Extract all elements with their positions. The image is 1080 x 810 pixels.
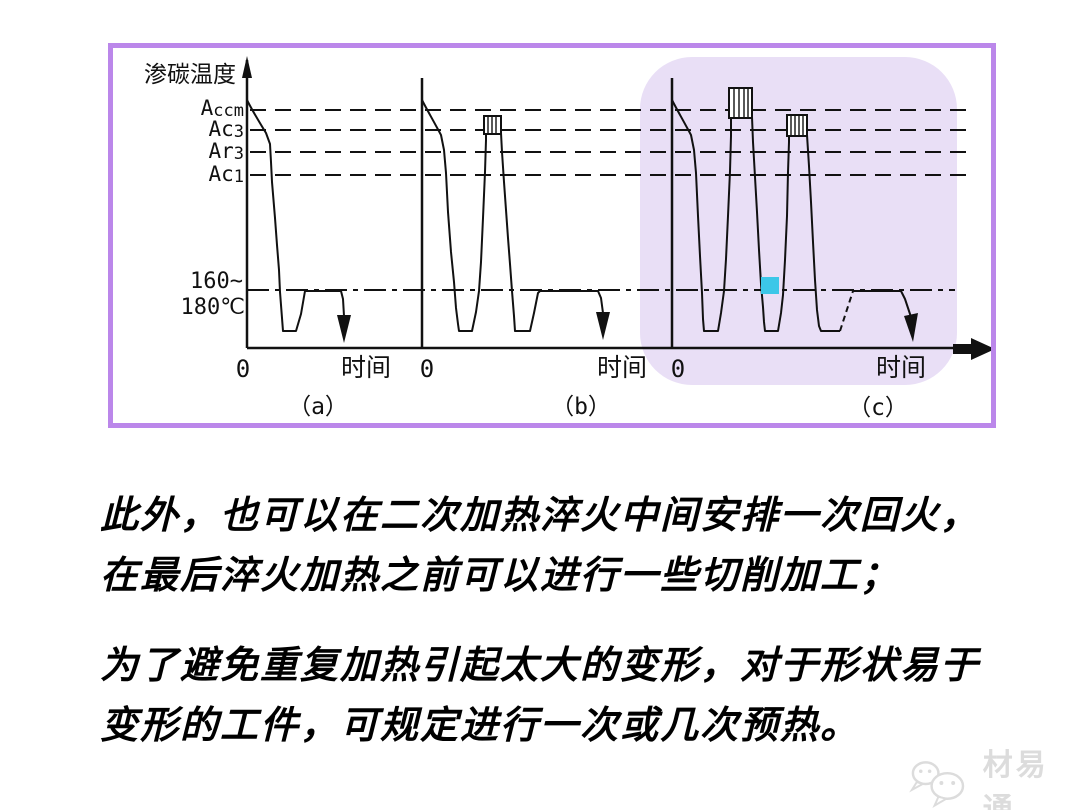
time-label-b: 时间 — [597, 353, 647, 382]
curve-c-tail-path — [853, 290, 912, 318]
paragraph-1-line-2: 在最后淬火加热之前可以进行一些切削加工； — [100, 555, 901, 597]
reheat-box-c2 — [786, 114, 808, 137]
curve-a-end-arrow-icon — [337, 315, 351, 343]
curve-panel-b — [421, 99, 610, 340]
watermark: 材易通 — [908, 740, 1080, 810]
temper-marker — [761, 277, 779, 294]
curve-c-left-path — [671, 99, 732, 332]
caption-a: （a） — [288, 394, 348, 420]
heat-treatment-diagram: 渗碳温度 Accm Ac3 Ar3 Ac1 160~ 180℃ 0 时间 （a）… — [144, 56, 991, 421]
origin-c: 0 — [671, 355, 685, 383]
curve-panel-c — [671, 87, 918, 342]
reheat-box-b — [483, 115, 502, 135]
y-axis-title: 渗碳温度 — [144, 62, 236, 88]
paragraph-1-line-1: 此外，也可以在二次加热淬火中间安排一次回火， — [100, 495, 981, 537]
curve-a-path — [246, 99, 345, 332]
ac1-label: Ac1 — [208, 162, 244, 187]
temp-axis-arrow-icon — [242, 56, 252, 78]
origin-a: 0 — [236, 355, 250, 383]
panel-c-highlight — [640, 57, 957, 385]
wechat-icon — [909, 761, 965, 808]
time-axis-arrow-icon — [953, 338, 991, 360]
paragraph-2: 为了避免重复加热引起太大的变形，对于形状易于 变形的工件，可规定进行一次或几次预… — [100, 636, 980, 756]
time-label-a: 时间 — [341, 353, 391, 382]
curve-c-dashed-rise-path — [839, 290, 854, 332]
caption-b: （b） — [551, 394, 611, 420]
ar3-label: Ar3 — [208, 139, 244, 164]
reheat-box-c1 — [728, 87, 753, 119]
origin-b: 0 — [420, 355, 434, 383]
watermark-text: 材易通 — [982, 749, 1049, 810]
caption-c: （c） — [848, 395, 908, 421]
time-label-c: 时间 — [876, 353, 926, 382]
figure-frame: 渗碳温度 Accm Ac3 Ar3 Ac1 160~ 180℃ 0 时间 （a）… — [108, 43, 996, 428]
curve-c-mid-path — [751, 116, 790, 332]
ac3-label: Ac3 — [208, 117, 244, 142]
curve-c-right-path — [806, 134, 840, 332]
curve-b-left-path — [421, 99, 487, 332]
temper-range-label-2: 180℃ — [181, 295, 245, 320]
curve-c-end-arrow-icon — [904, 313, 918, 342]
paragraph-2-line-1: 为了避免重复加热引起太大的变形，对于形状易于 — [100, 645, 981, 687]
paragraph-1: 此外，也可以在二次加热淬火中间安排一次回火， 在最后淬火加热之前可以进行一些切削… — [100, 486, 980, 606]
curve-b-right-path — [500, 132, 604, 332]
accm-label: Accm — [201, 96, 244, 121]
curve-panel-a — [246, 99, 351, 343]
temper-range-label-1: 160~ — [190, 269, 243, 294]
paragraph-2-line-2: 变形的工件，可规定进行一次或几次预热。 — [100, 705, 861, 747]
curve-b-end-arrow-icon — [596, 312, 610, 340]
